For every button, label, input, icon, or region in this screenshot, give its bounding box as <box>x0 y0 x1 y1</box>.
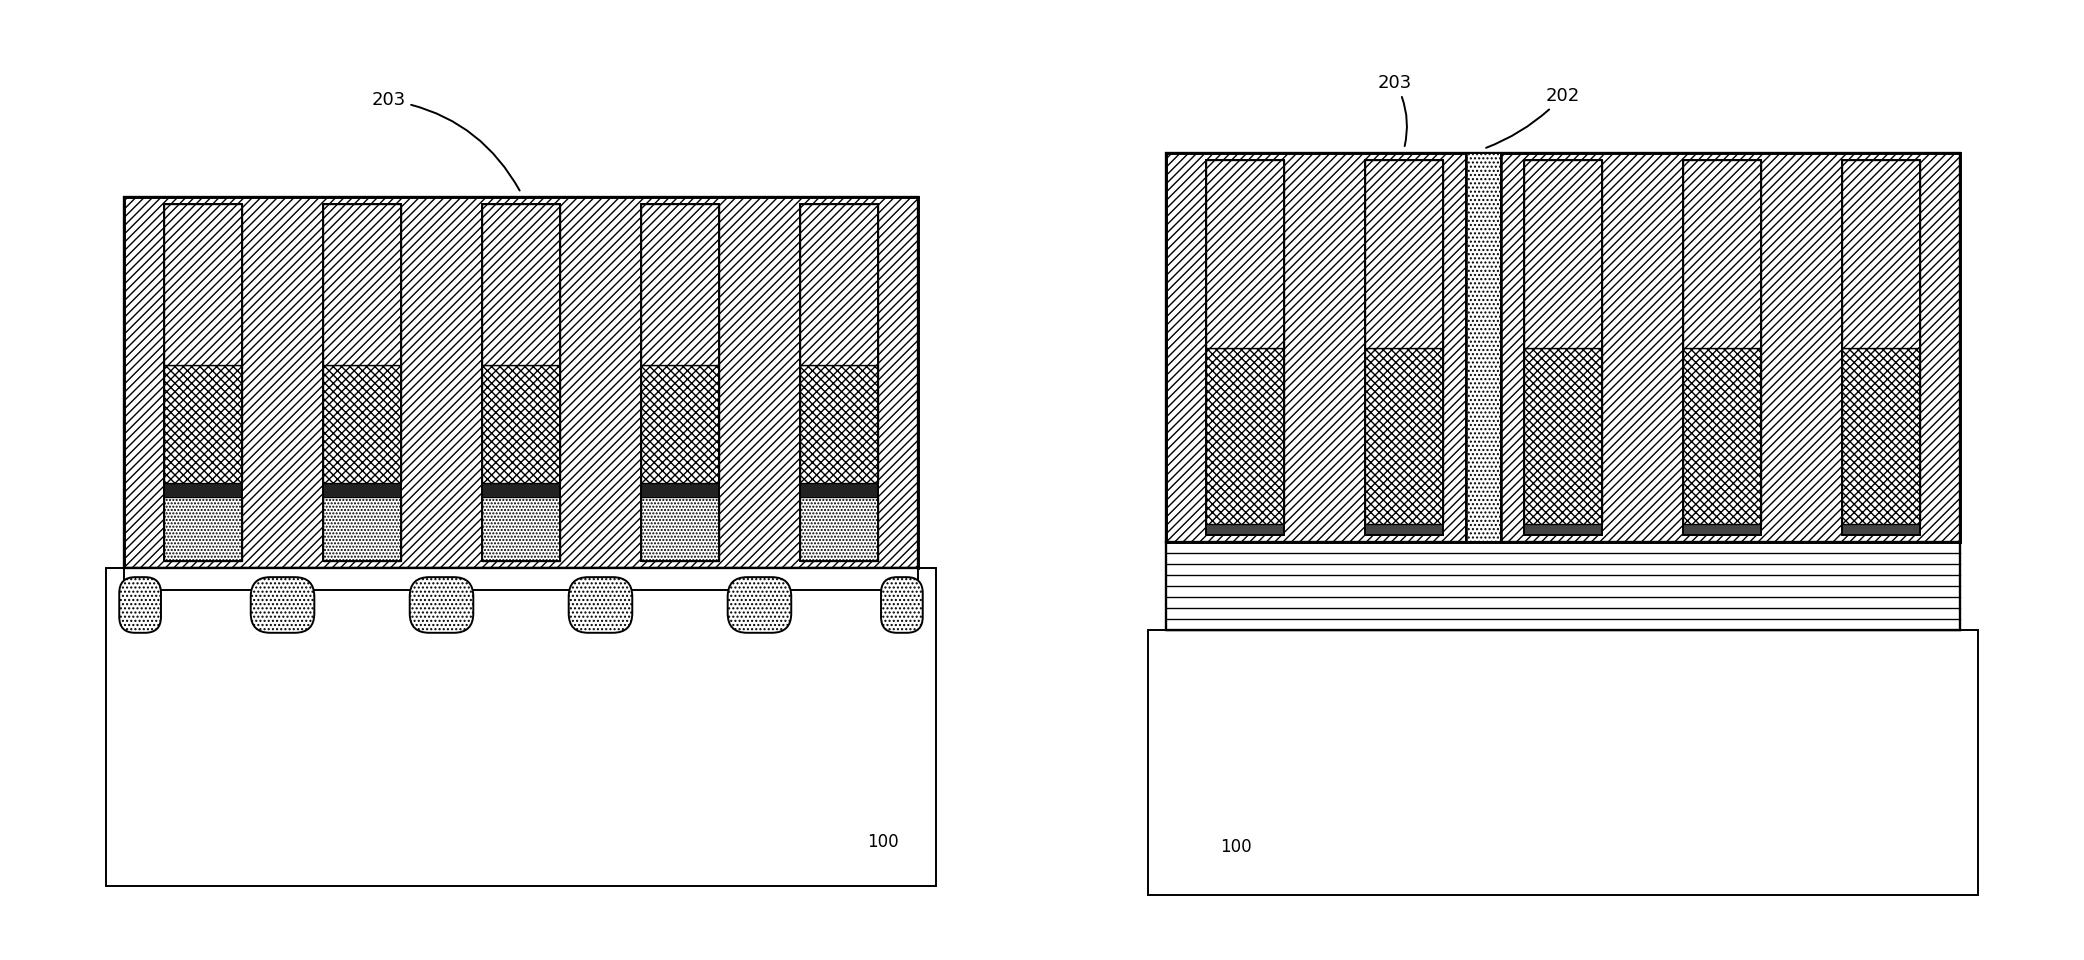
Bar <box>1365 523 1444 535</box>
Bar <box>323 365 402 483</box>
Bar <box>640 204 719 562</box>
Bar <box>123 198 919 568</box>
Bar <box>1165 154 1961 541</box>
Bar <box>1165 541 1961 630</box>
Bar <box>1365 160 1444 348</box>
Bar <box>800 204 877 365</box>
Bar <box>1523 160 1603 535</box>
Bar <box>800 365 877 483</box>
Bar <box>1842 348 1919 523</box>
Bar <box>800 204 877 562</box>
Bar <box>1467 154 1500 541</box>
Bar <box>323 204 402 562</box>
Bar <box>1207 348 1284 523</box>
Bar <box>800 483 877 497</box>
FancyBboxPatch shape <box>119 577 160 633</box>
Bar <box>323 483 402 497</box>
Bar <box>1207 160 1284 535</box>
Bar <box>165 204 242 562</box>
Bar <box>1523 160 1603 348</box>
FancyBboxPatch shape <box>250 577 315 633</box>
Bar <box>1207 160 1284 348</box>
FancyBboxPatch shape <box>569 577 631 633</box>
Bar <box>1842 160 1919 348</box>
Bar <box>1682 160 1761 535</box>
Bar <box>640 497 719 562</box>
Text: 203: 203 <box>371 91 519 190</box>
Bar <box>1165 541 1961 630</box>
Text: 100: 100 <box>1221 837 1252 855</box>
Bar <box>481 204 561 365</box>
Bar <box>1682 348 1761 523</box>
Bar <box>1148 630 1978 895</box>
Bar <box>1523 523 1603 535</box>
Bar <box>640 483 719 497</box>
Text: 203: 203 <box>1378 74 1413 146</box>
Bar <box>165 483 242 497</box>
Bar <box>323 204 402 365</box>
Bar <box>481 365 561 483</box>
Bar <box>1365 348 1444 523</box>
Bar <box>640 365 719 483</box>
FancyBboxPatch shape <box>411 577 473 633</box>
FancyBboxPatch shape <box>882 577 923 633</box>
Bar <box>1165 154 1961 541</box>
Bar <box>1207 523 1284 535</box>
Bar <box>123 568 919 590</box>
Text: 100: 100 <box>867 833 898 852</box>
Bar <box>1842 523 1919 535</box>
Bar <box>1523 348 1603 523</box>
Bar <box>1842 160 1919 535</box>
Bar <box>123 198 919 568</box>
Bar <box>1365 160 1444 535</box>
Bar <box>640 204 719 365</box>
Bar <box>800 497 877 562</box>
Bar <box>1682 160 1761 348</box>
Text: 202: 202 <box>1486 86 1580 148</box>
Bar <box>165 204 242 365</box>
Bar <box>481 497 561 562</box>
Bar <box>1682 523 1761 535</box>
Bar <box>106 568 936 886</box>
Bar <box>323 497 402 562</box>
FancyBboxPatch shape <box>727 577 792 633</box>
Bar <box>481 204 561 562</box>
Bar <box>481 483 561 497</box>
Bar <box>165 497 242 562</box>
Bar <box>165 365 242 483</box>
